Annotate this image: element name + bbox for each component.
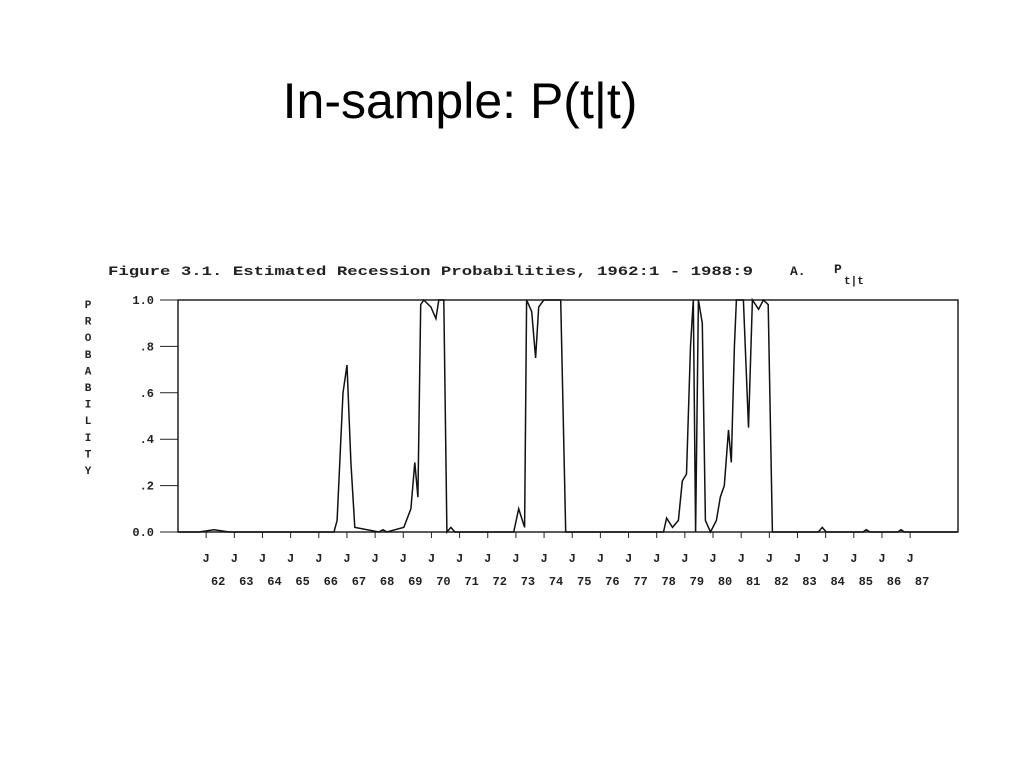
x-tick-label: 72 — [493, 575, 507, 589]
y-tick-label: .2 — [140, 480, 154, 494]
x-tick-label: 66 — [324, 575, 338, 589]
x-tick-label: 78 — [661, 575, 675, 589]
x-tick-month: J — [372, 552, 379, 566]
x-tick-label: 65 — [295, 575, 309, 589]
x-tick-month: J — [343, 552, 350, 566]
x-tick-month: J — [512, 552, 519, 566]
x-tick-label: 62 — [211, 575, 225, 589]
y-tick-label: 1.0 — [132, 294, 154, 308]
chart-title: Figure 3.1. Estimated Recession Probabil… — [108, 264, 753, 279]
x-tick-label: 87 — [915, 575, 929, 589]
x-tick-month: J — [428, 552, 435, 566]
x-tick-label: 74 — [549, 575, 563, 589]
x-tick-label: 82 — [774, 575, 788, 589]
x-tick-label: 76 — [605, 575, 619, 589]
x-tick-month: J — [850, 552, 857, 566]
x-tick-label: 83 — [802, 575, 816, 589]
x-tick-label: 64 — [267, 575, 281, 589]
x-tick-month: J — [878, 552, 885, 566]
x-tick-month: J — [287, 552, 294, 566]
x-tick-label: 73 — [521, 575, 535, 589]
y-axis-label: PROBABILITY — [82, 300, 94, 483]
x-tick-month: J — [484, 552, 491, 566]
y-tick-label: .6 — [140, 387, 154, 401]
plot-frame — [177, 299, 959, 533]
annotation-symbol: P — [834, 262, 842, 277]
slide-title: In-sample: P(t|t) — [283, 73, 638, 129]
x-tick-label: 70 — [436, 575, 450, 589]
annotation: A. — [790, 264, 806, 279]
x-tick-month: J — [738, 552, 745, 566]
x-tick-month: J — [400, 552, 407, 566]
x-tick-month: J — [569, 552, 576, 566]
y-tick-label: .4 — [140, 433, 154, 447]
x-tick-label: 77 — [633, 575, 647, 589]
x-tick-month: J — [259, 552, 266, 566]
x-tick-month: J — [766, 552, 773, 566]
x-tick-label: 85 — [859, 575, 873, 589]
x-tick-label: 71 — [464, 575, 478, 589]
x-tick-month: J — [625, 552, 632, 566]
y-tick-label: .8 — [140, 340, 154, 354]
x-tick-month: J — [203, 552, 210, 566]
x-tick-label: 63 — [239, 575, 253, 589]
y-tick-label: 0.0 — [132, 526, 154, 540]
x-tick-month: J — [681, 552, 688, 566]
x-tick-month: J — [597, 552, 604, 566]
x-tick-label: 68 — [380, 575, 394, 589]
x-tick-month: J — [907, 552, 914, 566]
x-tick-label: 75 — [577, 575, 591, 589]
x-tick-label: 84 — [830, 575, 844, 589]
x-tick-month: J — [231, 552, 238, 566]
x-tick-label: 81 — [746, 575, 760, 589]
x-tick-label: 80 — [718, 575, 732, 589]
x-tick-label: 79 — [690, 575, 704, 589]
data-line — [178, 297, 958, 534]
x-tick-label: 69 — [408, 575, 422, 589]
x-tick-month: J — [794, 552, 801, 566]
x-tick-label: 86 — [887, 575, 901, 589]
x-tick-month: J — [822, 552, 829, 566]
x-tick-month: J — [540, 552, 547, 566]
x-tick-label: 67 — [352, 575, 366, 589]
annotation-subscript: t|t — [844, 276, 864, 288]
x-tick-month: J — [709, 552, 716, 566]
x-tick-month: J — [456, 552, 463, 566]
x-tick-month: J — [653, 552, 660, 566]
x-tick-month: J — [315, 552, 322, 566]
